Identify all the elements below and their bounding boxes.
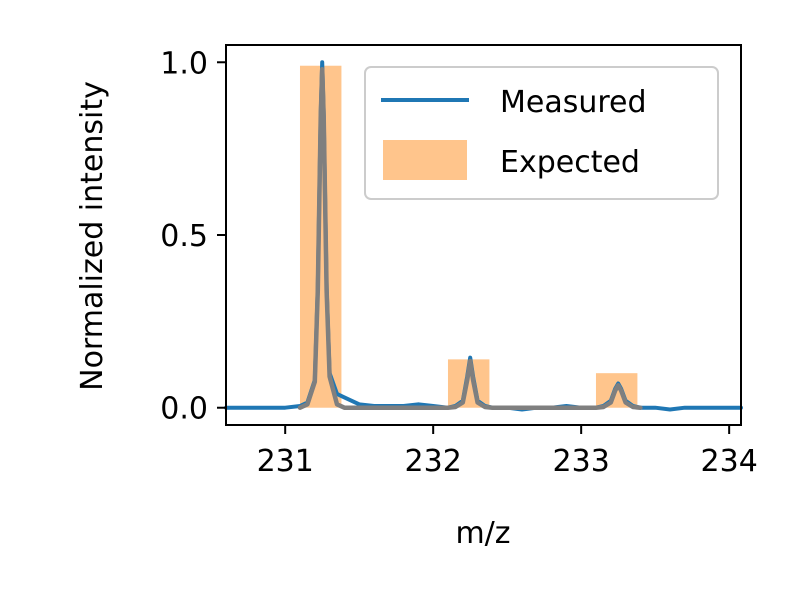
x-tick-label: 234 <box>701 444 758 479</box>
x-tick-label: 233 <box>553 444 610 479</box>
legend: Measured Expected <box>364 66 719 200</box>
y-tick-label: 1.0 <box>160 46 208 81</box>
legend-expected-swatch <box>383 140 467 180</box>
series-lines <box>224 60 743 412</box>
y-axis-label: Normalized intensity <box>75 81 110 391</box>
x-axis-ticks: 231 232 233 234 <box>257 425 758 479</box>
y-tick-label: 0.0 <box>160 392 208 427</box>
fitted-line <box>297 66 643 410</box>
x-tick-label: 231 <box>257 444 314 479</box>
y-axis-ticks: 0.0 0.5 1.0 <box>160 46 226 427</box>
legend-expected-label: Expected <box>500 145 640 180</box>
y-tick-label: 0.5 <box>160 219 208 254</box>
legend-measured-label: Measured <box>500 85 647 120</box>
x-axis-label: m/z <box>455 516 510 551</box>
x-tick-label: 232 <box>405 444 462 479</box>
